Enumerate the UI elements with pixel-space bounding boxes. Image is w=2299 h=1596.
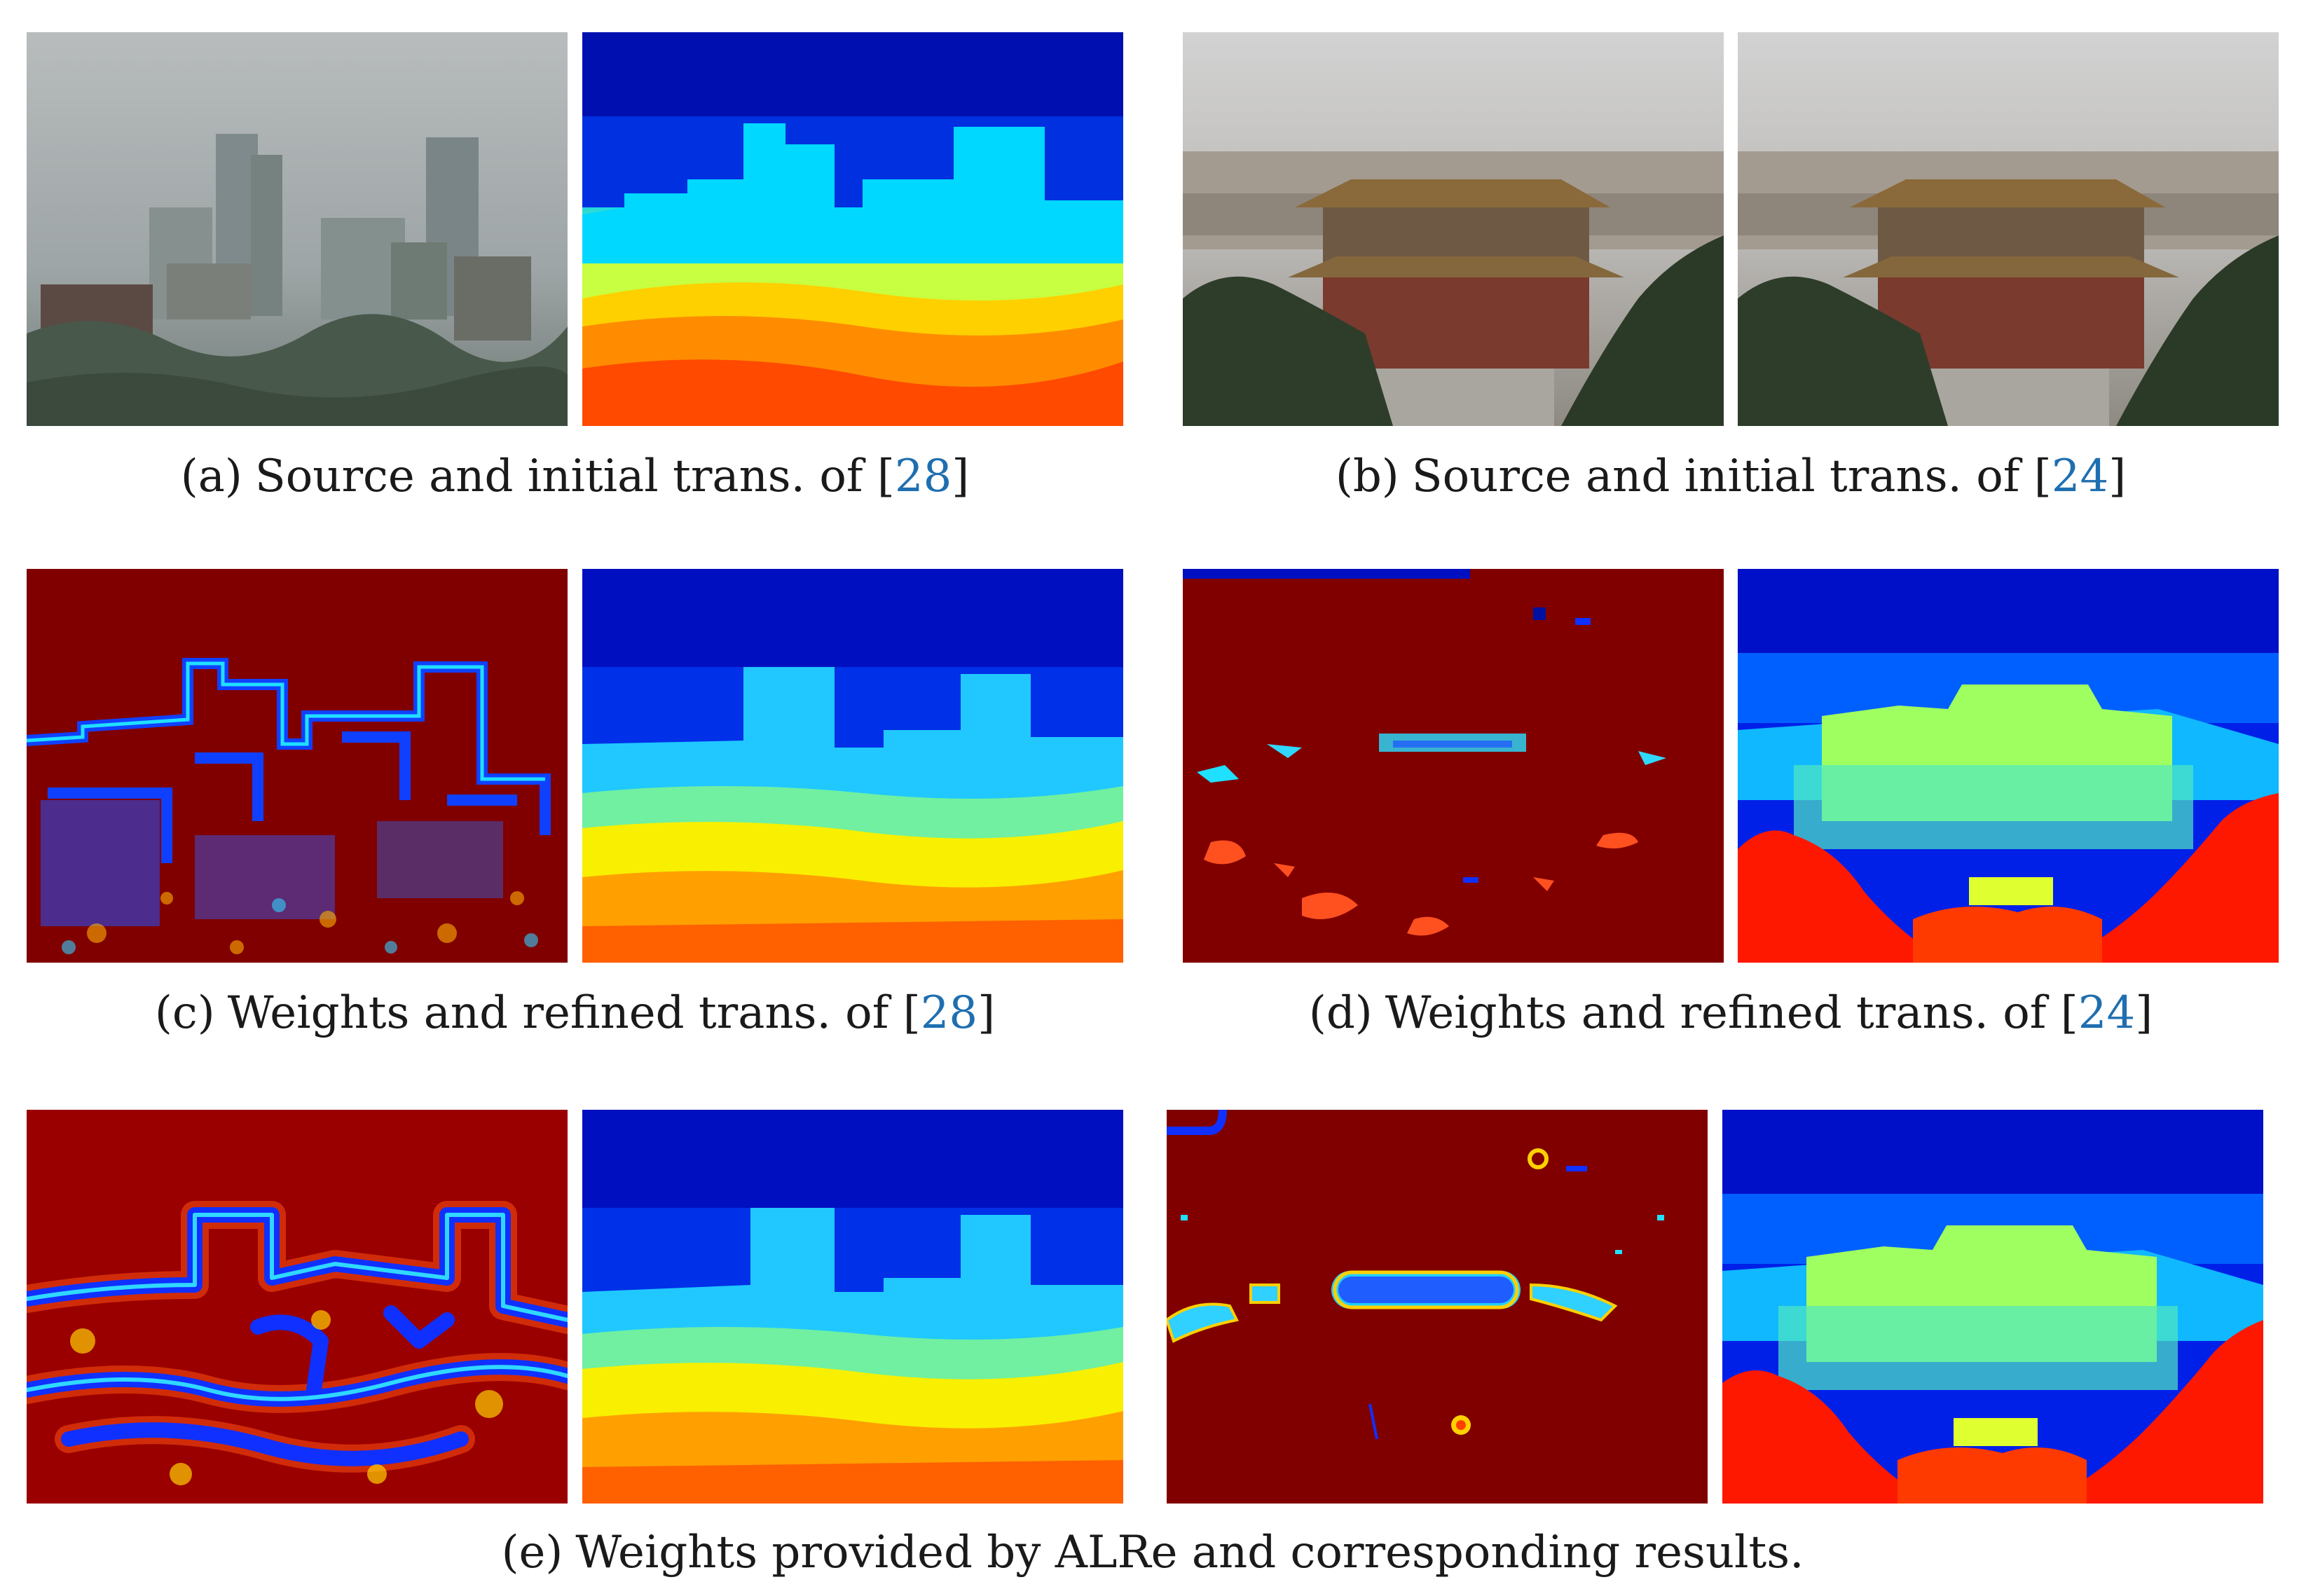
caption-e-label: (e) (501, 1527, 563, 1578)
caption-a-text: Source and initial trans. of [ (254, 450, 895, 502)
caption-d-label: (d) (1308, 987, 1373, 1039)
caption-b-citation[interactable]: 24 (2051, 450, 2109, 502)
city-alre-weights-map (27, 1110, 568, 1504)
city-alre-result-map (582, 1110, 1123, 1504)
caption-c: (c) Weights and refined trans. of [28] (27, 985, 1123, 1041)
forbidden-city-refined-transmission-map (1738, 569, 2279, 963)
forbidden-city-alre-weights-map (1167, 1110, 1708, 1504)
caption-a-label: (a) (180, 450, 242, 502)
caption-c-label: (c) (154, 987, 215, 1039)
forbidden-city-source-image (1183, 32, 1724, 426)
caption-a-close: ] (952, 450, 970, 502)
caption-d-close: ] (2135, 987, 2153, 1039)
caption-c-close: ] (977, 987, 996, 1039)
caption-e: (e) Weights provided by ALRe and correspo… (27, 1525, 2279, 1581)
caption-b-label: (b) (1335, 450, 1399, 502)
city-weights-map (27, 569, 568, 963)
city-initial-transmission-map (582, 32, 1123, 426)
forbidden-city-alre-result-map (1722, 1110, 2263, 1504)
caption-a-citation[interactable]: 28 (894, 450, 952, 502)
caption-c-citation[interactable]: 28 (920, 987, 978, 1039)
caption-e-text: Weights provided by ALRe and correspondi… (575, 1527, 1804, 1578)
caption-d: (d) Weights and refined trans. of [24] (1183, 985, 2279, 1041)
city-refined-transmission-map (582, 569, 1123, 963)
caption-b-close: ] (2108, 450, 2127, 502)
caption-d-text: Weights and refined trans. of [ (1385, 987, 2078, 1039)
forbidden-city-initial-transmission-map (1738, 32, 2279, 426)
hazy-city-source-image (27, 32, 568, 426)
forbidden-city-weights-map (1183, 569, 1724, 963)
caption-d-citation[interactable]: 24 (2078, 987, 2136, 1039)
caption-b-text: Source and initial trans. of [ (1411, 450, 2052, 502)
caption-c-text: Weights and refined trans. of [ (227, 987, 921, 1039)
caption-b: (b) Source and initial trans. of [24] (1183, 448, 2279, 504)
caption-a: (a) Source and initial trans. of [28] (27, 448, 1123, 504)
